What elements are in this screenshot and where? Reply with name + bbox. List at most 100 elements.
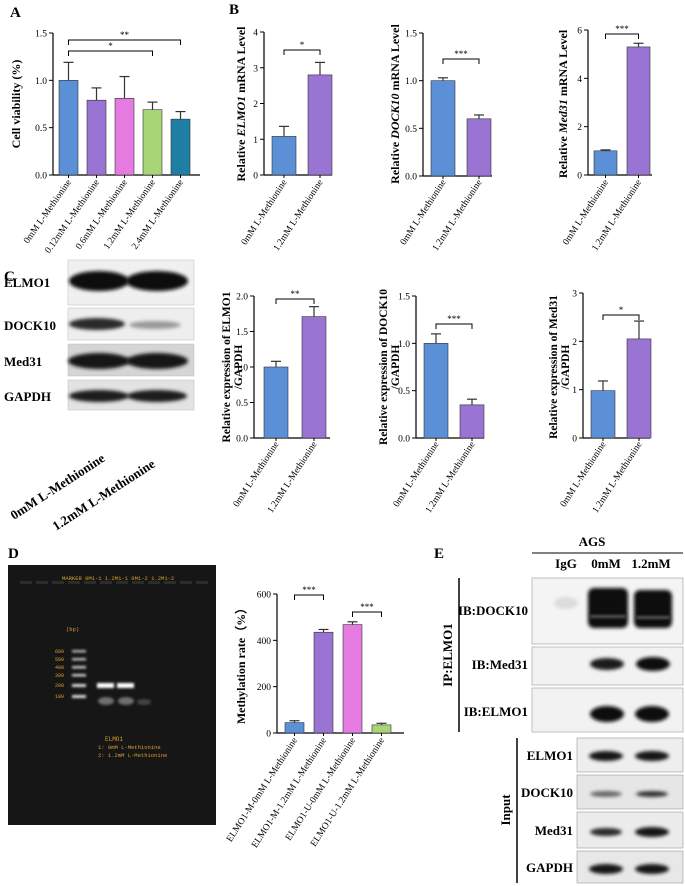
blot-c-elmo1-band-2: [126, 271, 188, 291]
y-tick-label: 1.0: [398, 340, 410, 350]
y-axis-label-part: mRNA Level: [556, 29, 570, 99]
y-tick-label: 1.5: [405, 30, 417, 40]
significance-bracket: [442, 58, 480, 64]
y-axis-label-line: /GAPDH: [560, 345, 572, 391]
x-tick-label: 0.12mM L-Methionine: [44, 178, 102, 256]
y-tick-label: 2: [577, 123, 582, 133]
x-tick-label: 0mM L-Methionine: [22, 178, 74, 246]
x-tick-label: 0.6mM L-Methionine: [74, 178, 130, 252]
y-axis-label: Relative DOCK10 mRNA Level: [388, 24, 402, 184]
y-tick-label: 2.0: [236, 293, 248, 303]
gel-ladder-500: 500: [55, 657, 64, 663]
significance-bracket: [275, 298, 315, 304]
blot-c-med31-band-1: [68, 353, 130, 369]
blot-e-input-elmo1-band-1-2mm: [635, 751, 669, 761]
y-tick-label: 0.5: [35, 124, 47, 134]
blot-e-input-med31-band-1-2mm: [635, 827, 669, 837]
significance-label: *: [300, 40, 305, 50]
blot-c-lane-label-1-2mm: 1.2mM L-Methionine: [49, 456, 157, 534]
significance-label: ***: [615, 24, 629, 34]
blot-e-input-dock10-band-0mm: [590, 791, 622, 797]
y-tick-label: 1.0: [35, 77, 47, 87]
y-tick-label: 0.0: [236, 435, 248, 445]
gel-title: ELMO1: [105, 736, 123, 743]
blot-e-input-row-elmo1: ELMO1: [527, 748, 573, 763]
y-tick-label: 2: [572, 338, 577, 348]
panel-label-b: B: [229, 2, 239, 18]
y-axis-label-line: /GAPDH: [390, 345, 402, 391]
y-tick-label: 0.5: [236, 399, 248, 409]
significance-label: ***: [454, 49, 468, 59]
y-tick-label: 0.5: [398, 387, 410, 397]
gel-ladder-bands: [72, 650, 86, 698]
gel-legend-1: 1: 0mM L-Methionine: [98, 744, 161, 751]
bar: [142, 109, 163, 176]
y-tick-label: 1.5: [35, 30, 47, 40]
panel-label-c: C: [4, 269, 15, 285]
significance-bracket: [283, 49, 321, 55]
bar: [271, 136, 297, 176]
y-tick-label: 1.5: [236, 328, 248, 338]
gel-lane-2-smear: [118, 697, 134, 705]
blot-c-label-gapdh: GAPDH: [4, 389, 51, 404]
blot-e-input-elmo1-band-0mm: [589, 751, 623, 761]
y-axis-label-part: ELMO1: [234, 96, 248, 138]
significance-bracket: [68, 39, 181, 45]
blot-e-ip-dock10-gap-1-2mm: [636, 616, 670, 619]
y-tick-label: 6: [577, 27, 582, 37]
blot-e-input-row-dock10: DOCK10: [521, 785, 573, 800]
bar: [590, 390, 616, 439]
blot-c-dock10-band-2: [129, 321, 181, 329]
y-axis-label-part: Med31: [556, 99, 570, 134]
significance-bracket: [602, 314, 640, 320]
blot-e-ip-elmo1-band-0mm: [590, 706, 624, 722]
blot-e-ip-row-dock10: IB:DOCK10: [458, 603, 528, 618]
bar: [626, 338, 652, 439]
blot-c-label-med31: Med31: [4, 354, 42, 369]
y-axis-label-part: DOCK10: [388, 94, 402, 140]
blot-e-input-dock10-strip: [576, 774, 684, 810]
blot-e-ip-dock10-band-0mm: [588, 588, 628, 628]
blot-e-input-dock10-band-1-2mm: [636, 791, 668, 797]
gel-ladder-600: 600: [55, 649, 64, 655]
blot-c-dock10-band-1: [69, 318, 125, 330]
gel-wells: [20, 581, 208, 584]
blot-c-label-elmo1: ELMO1: [4, 275, 50, 290]
bar: [430, 80, 456, 177]
blot-e-ip-med31-band-0mm: [590, 658, 624, 670]
gel-lane-2-band: [117, 683, 134, 688]
significance-bracket: [605, 33, 639, 39]
bar: [58, 80, 79, 176]
blot-e-lane-1-2mm: 1.2mM: [631, 556, 670, 571]
gel-ladder-200: 200: [55, 683, 64, 689]
blot-e-ip-med31-band-1-2mm: [636, 657, 670, 671]
y-tick-label: 0.0: [405, 173, 417, 183]
y-axis-label-part: Relative: [556, 133, 570, 178]
panel-label-a: A: [10, 5, 21, 21]
bar: [284, 722, 305, 734]
x-tick-label: 2.4mM L-Methionine: [130, 178, 186, 252]
blot-e-ip-row-med31: IB:Med31: [472, 657, 528, 672]
y-axis-label-line: Relative expression of Med31: [548, 295, 560, 439]
y-tick-label: 2: [253, 100, 258, 110]
panel-label-d: D: [8, 546, 19, 562]
gel-background-haze: [8, 565, 216, 825]
bar: [423, 343, 449, 439]
y-axis-label: Methylation rate（%）: [233, 602, 248, 724]
blot-c-lane-label-0mm: 0mM L-Methionine: [7, 450, 107, 522]
blot-e-ip-label: IP:ELMO1: [440, 623, 455, 687]
agarose-gel: MARKER 0M1-1 1.2M1-1 0M1-2 1.2M1-2 (bp) …: [8, 565, 216, 825]
significance-label: **: [291, 289, 301, 299]
blot-e-input-row-med31: Med31: [535, 823, 573, 838]
significance-bracket: [294, 594, 324, 600]
significance-label: **: [120, 30, 130, 40]
y-tick-label: 0: [572, 435, 577, 445]
blot-e-ip-elmo1-band-1-2mm: [635, 706, 669, 722]
y-tick-label: 3: [572, 290, 577, 300]
y-tick-label: 200: [257, 683, 272, 693]
